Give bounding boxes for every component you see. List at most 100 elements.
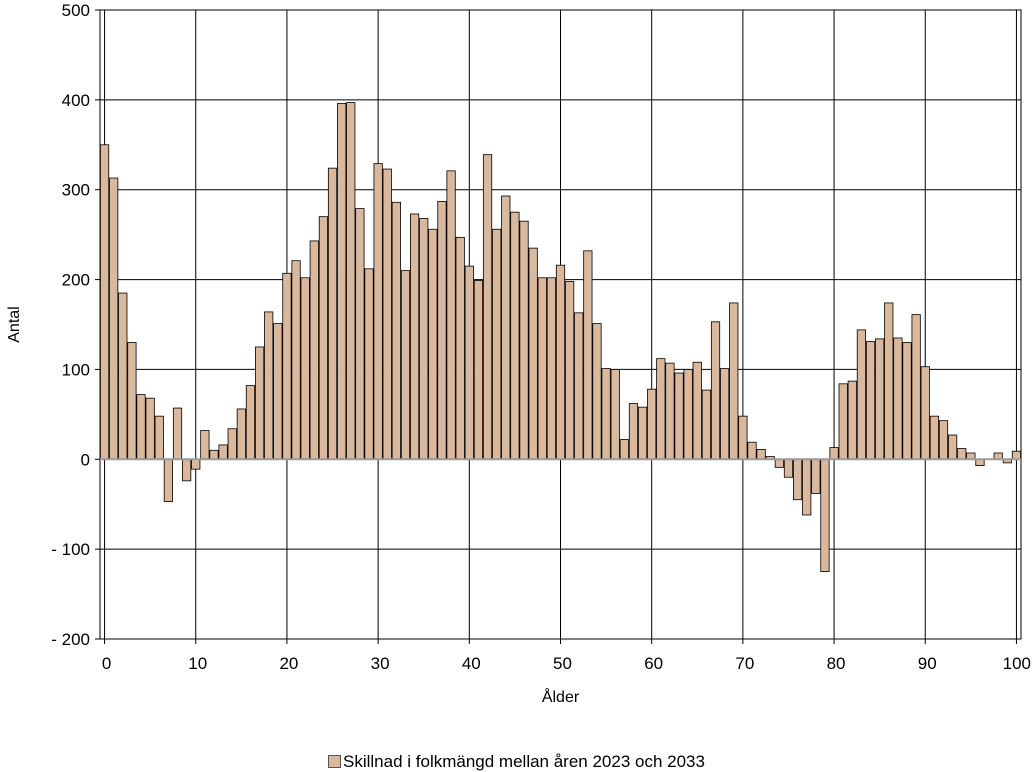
bar xyxy=(665,362,675,460)
bar xyxy=(127,342,137,460)
bar xyxy=(182,458,192,482)
bar xyxy=(656,358,666,460)
x-tick-label: 80 xyxy=(827,654,846,673)
axes xyxy=(95,9,1022,644)
bar xyxy=(309,240,319,460)
legend: Skillnad i folkmängd mellan åren 2023 oc… xyxy=(0,752,1033,772)
bar xyxy=(683,369,693,460)
bar xyxy=(419,218,429,460)
bar xyxy=(446,170,456,460)
x-axis-title: Ålder xyxy=(542,687,580,706)
bar xyxy=(391,201,401,460)
bar xyxy=(647,388,657,460)
bar xyxy=(400,270,411,460)
bar xyxy=(729,302,739,460)
bar xyxy=(601,368,611,460)
bar xyxy=(811,458,821,494)
bar xyxy=(428,228,438,460)
y-tick-label: 100 xyxy=(62,360,90,379)
bar xyxy=(820,458,830,573)
y-tick-label: 500 xyxy=(62,1,90,20)
bar xyxy=(710,321,721,460)
bar xyxy=(464,265,474,460)
bar xyxy=(245,385,256,460)
bar xyxy=(528,247,538,460)
bar xyxy=(802,458,812,516)
bar xyxy=(546,277,556,460)
bar xyxy=(300,277,310,460)
bar xyxy=(628,403,639,460)
bar xyxy=(172,407,183,460)
bar xyxy=(455,236,465,460)
bar xyxy=(337,103,347,460)
x-tick-labels: 0 10 20 30 40 50 60 70 80 90 100 xyxy=(102,654,1031,673)
bar xyxy=(537,277,547,460)
x-tick-label: 50 xyxy=(553,654,572,673)
bar xyxy=(373,163,383,460)
y-tick-label: 300 xyxy=(62,181,90,200)
x-tick-label: 60 xyxy=(644,654,663,673)
bar xyxy=(473,280,484,460)
x-tick-label: 0 xyxy=(102,654,111,673)
y-tick-label: 200 xyxy=(62,271,90,290)
bar xyxy=(583,250,593,460)
x-tick-label: 30 xyxy=(371,654,390,673)
bar xyxy=(410,213,420,460)
bar xyxy=(109,177,119,460)
bar xyxy=(364,268,374,460)
bar xyxy=(829,447,839,460)
bar xyxy=(99,144,110,460)
x-tick-label: 90 xyxy=(918,654,937,673)
bar xyxy=(163,458,173,502)
bar xyxy=(720,368,730,460)
y-axis-title: Antal xyxy=(6,306,23,342)
bar xyxy=(574,312,584,460)
y-tick-label: - 100 xyxy=(51,540,90,559)
bar xyxy=(911,314,921,460)
bar xyxy=(437,200,447,460)
bar xyxy=(200,430,210,460)
bar xyxy=(136,394,146,460)
bar xyxy=(957,448,967,460)
bar xyxy=(838,383,848,460)
bar xyxy=(318,216,329,460)
bar xyxy=(264,311,274,460)
bar xyxy=(783,458,794,478)
bar xyxy=(510,211,520,460)
bar xyxy=(555,264,566,460)
bar xyxy=(327,167,338,460)
bar xyxy=(920,366,930,460)
bar xyxy=(154,415,164,460)
bar-chart: 500 400 300 200 100 0 - 100 - 200 0 10 20 30 40 50 60… xyxy=(6,1,1031,706)
bar xyxy=(637,406,648,460)
legend-label: Skillnad i folkmängd mellan åren 2023 oc… xyxy=(343,752,705,771)
bar xyxy=(382,168,392,460)
y-tick-label: - 200 xyxy=(51,630,90,649)
bar xyxy=(291,260,301,460)
bar xyxy=(792,458,803,501)
bar xyxy=(929,415,939,460)
bar xyxy=(227,428,237,460)
bar xyxy=(701,389,711,460)
x-tick-label: 70 xyxy=(735,654,754,673)
legend-swatch xyxy=(328,755,342,768)
x-tick-label: 10 xyxy=(188,654,207,673)
bar xyxy=(774,458,784,468)
bar xyxy=(218,444,228,460)
bar xyxy=(254,346,265,460)
bar xyxy=(893,337,903,460)
bar xyxy=(346,102,356,460)
bar xyxy=(875,338,885,460)
bar xyxy=(209,449,219,460)
bar xyxy=(1011,450,1022,460)
bar xyxy=(902,342,912,460)
x-tick-label: 100 xyxy=(1003,654,1031,673)
bar xyxy=(738,415,748,460)
x-tick-label: 20 xyxy=(279,654,298,673)
bar xyxy=(747,441,757,460)
bar xyxy=(692,361,702,460)
bar xyxy=(355,208,365,460)
bar xyxy=(118,292,128,460)
bar xyxy=(865,341,876,460)
bar xyxy=(619,439,629,460)
